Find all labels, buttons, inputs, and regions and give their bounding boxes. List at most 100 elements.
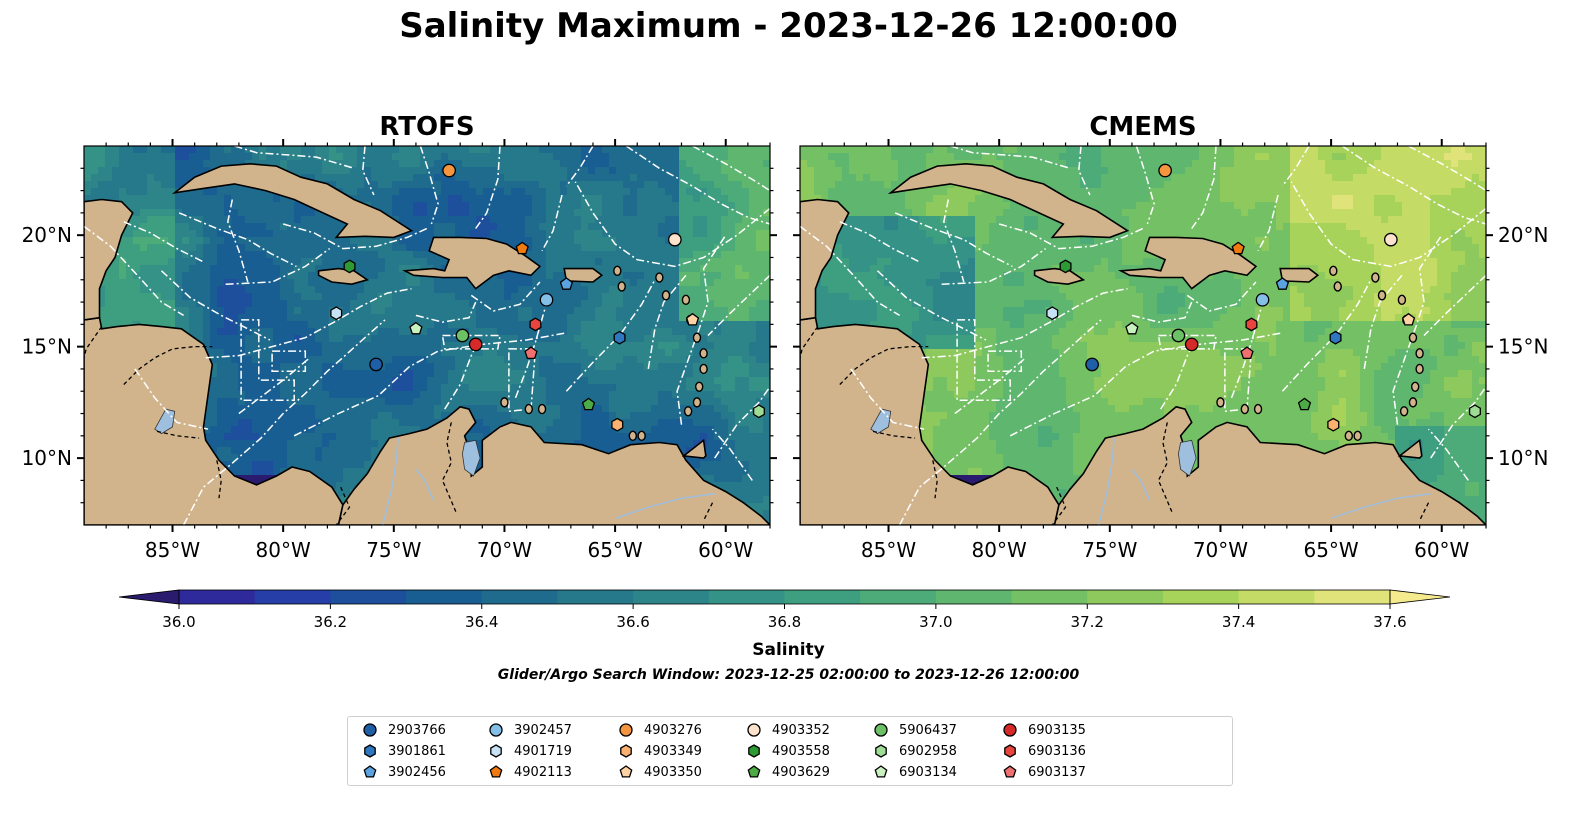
hexagon-marker-icon [1004, 744, 1016, 758]
river [1097, 438, 1115, 525]
float-marker-4902113 [1231, 241, 1245, 255]
colorbar-tick-label: 36.2 [314, 613, 347, 631]
circle-marker-icon [363, 723, 377, 737]
map-frame [83, 145, 771, 526]
country-border [872, 430, 916, 439]
circle-marker-icon [619, 723, 633, 737]
country-border [335, 486, 351, 525]
legend-marker [620, 744, 632, 758]
lat-tick-label: 10°N [22, 446, 72, 470]
eez-boundary [227, 199, 249, 283]
eez-boundary [876, 270, 987, 341]
eez-boundary [943, 199, 965, 283]
land-hispaniola [402, 236, 542, 290]
colorbar: 36.0 36.2 36.4 36.6 36.8 37.0 37.2 37.4 37.6 [118, 589, 1451, 631]
float-legend: 2903766 3901861 3902456 3902457 4901719 49021… [347, 716, 1233, 786]
map-panel-rtofs [84, 146, 770, 525]
legend-marker [364, 744, 376, 758]
legend-item: 6903137 [1002, 763, 1086, 781]
country-border [1157, 422, 1173, 512]
island [1371, 272, 1380, 283]
legend-item: 6903135 [1002, 721, 1086, 739]
legend-label: 3901861 [388, 743, 446, 759]
colorbar-tick-label: 36.8 [768, 613, 801, 631]
float-marker-3901861 [613, 330, 626, 345]
island [1410, 381, 1420, 392]
island [637, 430, 646, 442]
float-marker-4903349 [611, 417, 624, 432]
lon-tick-label: 75°W [366, 538, 421, 562]
pentagon-marker-icon [363, 765, 377, 778]
eez-boundary [1363, 274, 1403, 370]
land-cuba [171, 162, 414, 239]
float-marker-3901861 [1329, 330, 1342, 345]
island [500, 397, 509, 408]
eez-boundary [1191, 146, 1217, 229]
eez-boundary [1392, 234, 1443, 425]
legend-marker [363, 765, 377, 778]
lon-tick-label: 75°W [1082, 538, 1137, 562]
lat-tick-label: 10°N [1498, 446, 1548, 470]
eez-boundary [711, 428, 753, 481]
eez-boundary [647, 274, 687, 370]
land-yucatan [84, 198, 134, 321]
float-marker-6903136 [529, 317, 542, 332]
lon-tick-label: 65°W [587, 538, 642, 562]
eez-boundary [475, 146, 501, 229]
legend-item: 3902456 [362, 763, 446, 781]
legend-item: 4903276 [618, 721, 702, 739]
colorbar-extend-high [1389, 589, 1451, 605]
lon-tick-label: 85°W [861, 538, 916, 562]
lon-tick-label: 70°W [1193, 538, 1248, 562]
eez-boundary [676, 234, 727, 425]
legend-label: 4902113 [514, 764, 572, 780]
river [614, 493, 715, 520]
eez-boundary [225, 247, 331, 285]
land-central-america [84, 316, 344, 525]
float-marker-3902457 [539, 292, 554, 307]
country-border [800, 326, 819, 358]
legend-marker [747, 723, 761, 737]
colorbar-tick-label: 37.4 [1222, 613, 1255, 631]
eez-boundary [839, 221, 920, 263]
colorbar-segment [633, 590, 710, 604]
hexagon-marker-icon [748, 744, 760, 758]
eez-boundary [1430, 386, 1486, 459]
legend-label: 4903276 [644, 722, 702, 738]
island [1253, 403, 1263, 415]
legend-label: 3902456 [388, 764, 446, 780]
legend-label: 4901719 [514, 743, 572, 759]
pentagon-marker-icon [747, 765, 761, 778]
land-trinidad [1397, 438, 1423, 459]
colorbar-segment [860, 590, 937, 604]
eez-boundary [282, 223, 428, 250]
float-marker-6902958 [1468, 404, 1481, 419]
island [1415, 363, 1424, 375]
island [681, 294, 691, 306]
eez-boundary [1157, 334, 1217, 350]
legend-item: 3901861 [362, 742, 446, 760]
colorbar-extend-low [118, 589, 180, 605]
legend-label: 3902457 [514, 722, 572, 738]
legend-marker [363, 723, 377, 737]
float-marker-6903134 [409, 321, 423, 335]
island [1333, 281, 1342, 292]
legend-item: 6902958 [873, 742, 957, 760]
legend-item: 4903352 [746, 721, 830, 739]
colorbar-segment [784, 590, 861, 604]
land-cuba [887, 162, 1130, 239]
eez-boundary [134, 368, 209, 430]
colorbar-segment [1238, 590, 1315, 604]
lat-tick-label: 15°N [1498, 335, 1548, 359]
legend-item: 3902457 [488, 721, 572, 739]
legend-label: 4903349 [644, 743, 702, 759]
legend-item: 4903558 [746, 742, 830, 760]
legend-marker [748, 744, 760, 758]
eez-boundary [714, 386, 770, 459]
eez-boundary [419, 146, 439, 225]
float-marker-4903629 [581, 397, 596, 411]
island [655, 272, 664, 283]
island [1408, 332, 1418, 343]
island [1399, 406, 1409, 417]
lon-tick-label: 80°W [256, 538, 311, 562]
